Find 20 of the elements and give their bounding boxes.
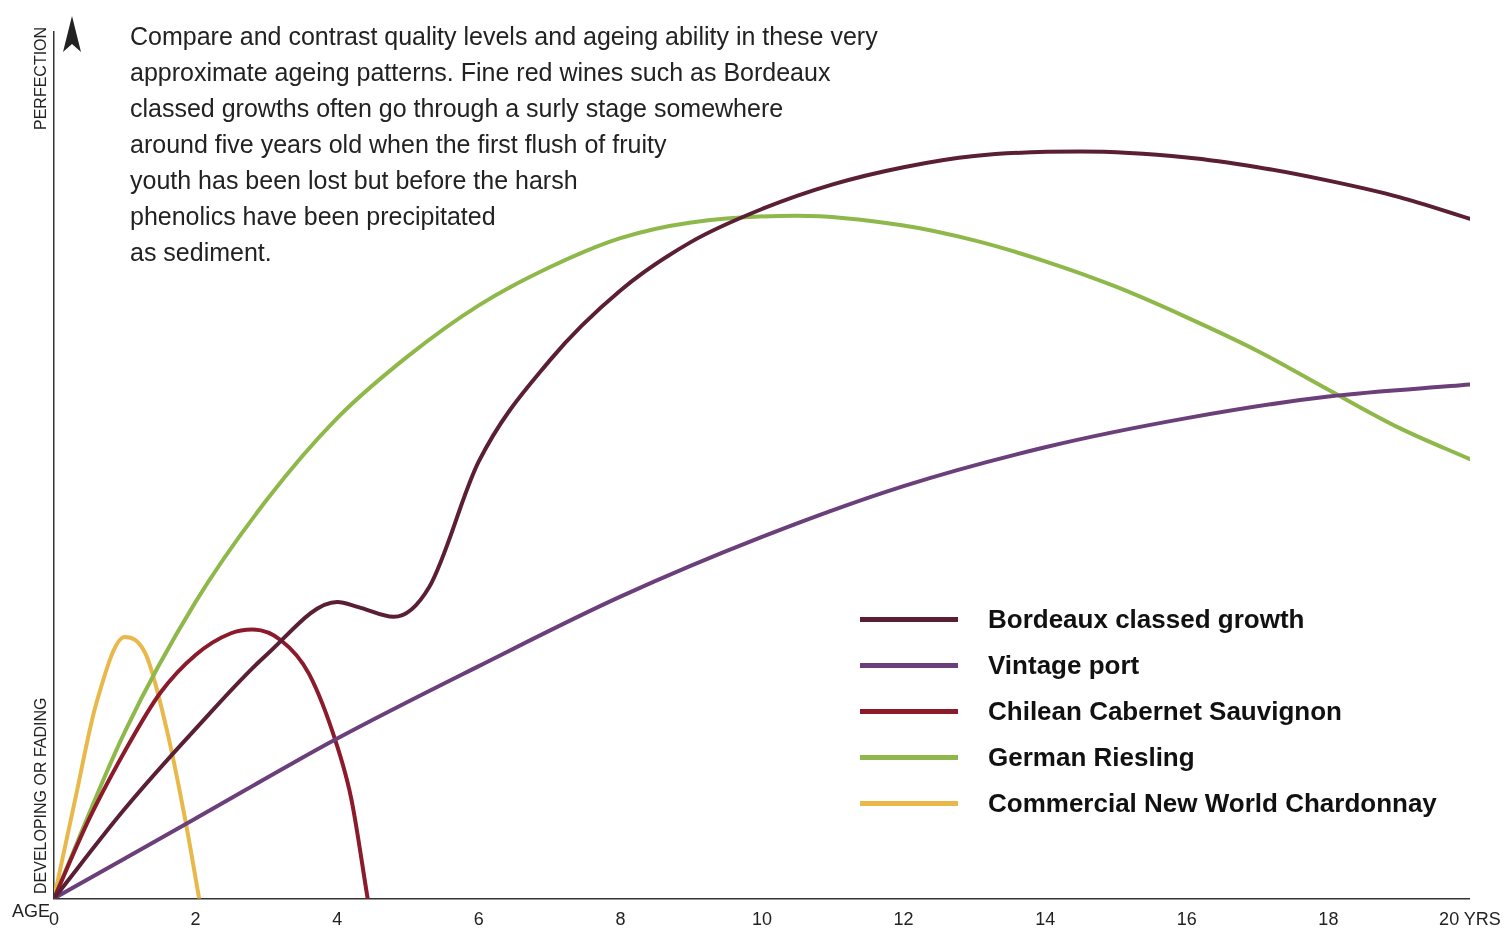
- legend-label: Chilean Cabernet Sauvignon: [988, 695, 1342, 727]
- text: PERFECTION: [32, 26, 50, 130]
- x-tick-label: 8: [615, 909, 626, 930]
- y-axis-title: DEVELOPING OR FADING: [32, 697, 50, 894]
- x-tick-label: 6: [473, 909, 484, 930]
- x-tick-label: 18: [1318, 909, 1339, 930]
- x-axis-title: AGE: [12, 901, 50, 921]
- x-tick-label: 14: [1035, 909, 1056, 930]
- x-tick-label: 16: [1176, 909, 1197, 930]
- annotation: Compare and contrast quality levels and ageing ability in these very approximate ageing patterns. Fine red wines such as Bordeaux classed growths often go through a surly stage somewhere around five years old when the first flush of fruity youth has been lost but before the harsh phenolics have been precipitated as sediment.: [130, 21, 878, 268]
- legend-label: Vintage port: [988, 649, 1140, 681]
- x-tick-label: 0: [48, 909, 60, 930]
- x-tick-label: 4: [332, 909, 343, 930]
- x-tick-label: 20 YRS: [1439, 909, 1501, 930]
- x-tick-label: 12: [893, 909, 914, 930]
- legend-label: German Riesling: [988, 741, 1195, 773]
- x-tick-label: 2: [190, 909, 201, 930]
- x-tick-label: 10: [751, 909, 773, 930]
- legend-label: Commercial New World Chardonnay: [988, 787, 1437, 819]
- legend-label: Bordeaux classed growth: [988, 603, 1305, 635]
